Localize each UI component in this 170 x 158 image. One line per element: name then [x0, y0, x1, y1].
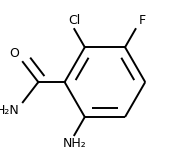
Text: H₂N: H₂N [0, 104, 20, 117]
Text: O: O [9, 47, 19, 60]
Text: F: F [139, 14, 146, 27]
Text: NH₂: NH₂ [62, 137, 86, 150]
Text: Cl: Cl [68, 14, 80, 27]
